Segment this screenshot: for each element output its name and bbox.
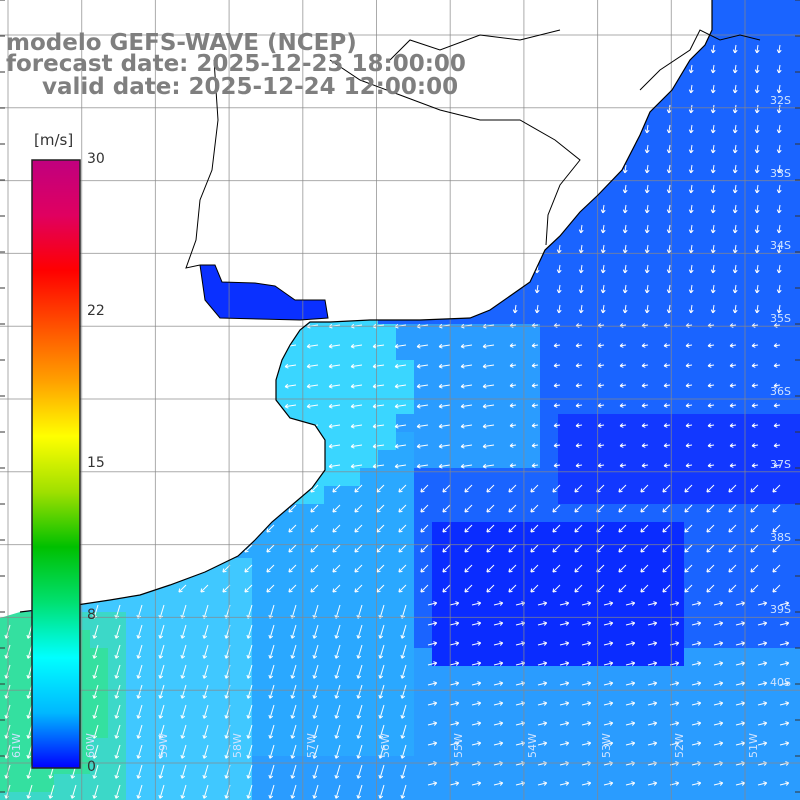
- colorbar-tick-30: 30: [87, 151, 105, 167]
- lat-label: 35S: [770, 312, 791, 325]
- lat-label: 38S: [770, 531, 791, 544]
- lat-label: 32S: [770, 94, 791, 107]
- lat-label: 33S: [770, 167, 791, 180]
- lon-label: 61W: [10, 733, 23, 758]
- lon-label: 51W: [747, 733, 760, 758]
- model-title: modelo GEFS-WAVE (NCEP): [6, 30, 357, 56]
- lat-label: 37S: [770, 458, 791, 471]
- lat-label: 40S: [770, 676, 791, 689]
- lat-label: 34S: [770, 239, 791, 252]
- lon-label: 59W: [157, 733, 170, 758]
- lon-label: 58W: [231, 733, 244, 758]
- lon-label: 56W: [379, 733, 392, 758]
- wind-vectors: [4, 44, 790, 799]
- lon-label: 55W: [452, 733, 465, 758]
- colorbar-tick-22: 22: [87, 303, 105, 319]
- lat-label: 39S: [770, 603, 791, 616]
- coastline: [19, 0, 761, 613]
- lon-label: 54W: [526, 733, 539, 758]
- colorbar-gradient: [31, 159, 81, 769]
- forecast-date: forecast date: 2025-12-23 18:00:00: [6, 51, 466, 77]
- colorbar-tick-15: 15: [87, 455, 105, 471]
- colorbar-tick-0: 0: [87, 759, 96, 775]
- lon-label: 53W: [600, 733, 613, 758]
- colorbar-tick-8: 8: [87, 607, 96, 623]
- lon-label: 57W: [305, 733, 318, 758]
- lat-label: 36S: [770, 385, 791, 398]
- colorbar-unit: [m/s]: [34, 131, 74, 149]
- lon-label: 60W: [84, 733, 97, 758]
- valid-date: valid date: 2025-12-24 12:00:00: [42, 74, 459, 100]
- lon-label: 52W: [673, 733, 686, 758]
